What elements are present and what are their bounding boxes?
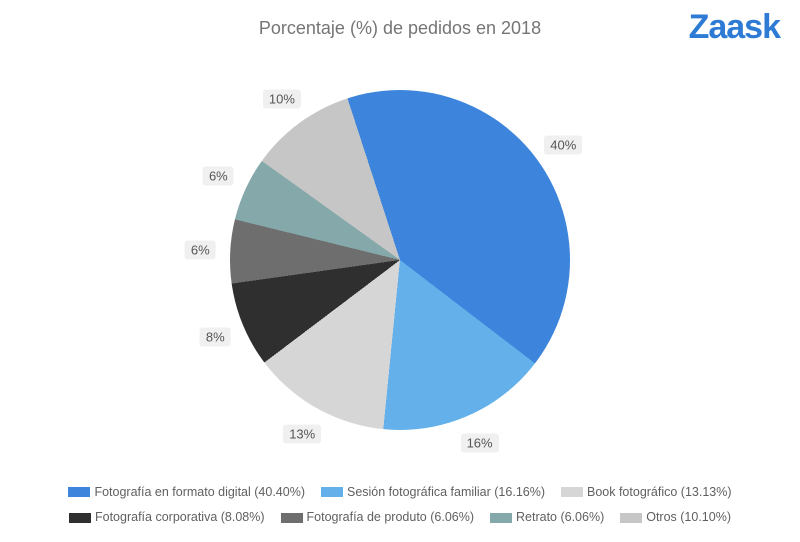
legend-item: Fotografía en formato digital (40.40%) [68, 480, 305, 505]
slice-label: 13% [283, 425, 321, 444]
legend-swatch [321, 487, 343, 497]
legend-item: Retrato (6.06%) [490, 505, 604, 530]
chart-area: 40% 16% 13% 8% 6% 6% 10% [0, 55, 800, 465]
slice-label: 16% [461, 434, 499, 453]
legend-item: Sesión fotográfica familiar (16.16%) [321, 480, 545, 505]
pie-chart [230, 90, 570, 430]
legend-swatch [620, 513, 642, 523]
legend-swatch [561, 487, 583, 497]
legend-swatch [69, 513, 91, 523]
slice-label: 6% [185, 240, 216, 259]
legend-item: Fotografía corporativa (8.08%) [69, 505, 265, 530]
slice-label: 8% [200, 327, 231, 346]
pie-container: 40%16%13%8%6%6%10% [230, 90, 570, 430]
legend-text: Book fotográfico (13.13%) [587, 485, 732, 499]
legend-text: Fotografía en formato digital (40.40%) [94, 485, 305, 499]
legend-text: Fotografía de produto (6.06%) [307, 510, 474, 524]
legend: Fotografía en formato digital (40.40%) Se… [0, 480, 800, 530]
legend-item: Book fotográfico (13.13%) [561, 480, 732, 505]
legend-text: Retrato (6.06%) [516, 510, 604, 524]
legend-item: Fotografía de produto (6.06%) [281, 505, 474, 530]
legend-text: Otros (10.10%) [646, 510, 731, 524]
slice-label: 6% [203, 167, 234, 186]
legend-swatch [68, 487, 90, 497]
brand-logo: Zaask [689, 8, 780, 47]
legend-text: Sesión fotográfica familiar (16.16%) [347, 485, 545, 499]
slice-label: 40% [544, 135, 582, 154]
legend-item: Otros (10.10%) [620, 505, 731, 530]
legend-swatch [281, 513, 303, 523]
slice-label: 10% [263, 89, 301, 108]
chart-title: Porcentaje (%) de pedidos en 2018 [0, 18, 800, 39]
legend-swatch [490, 513, 512, 523]
legend-text: Fotografía corporativa (8.08%) [95, 510, 265, 524]
